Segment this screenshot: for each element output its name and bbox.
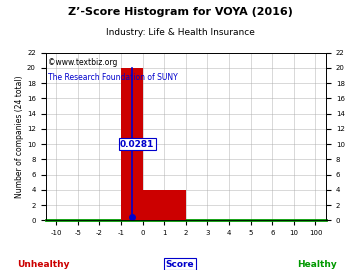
Text: Healthy: Healthy xyxy=(297,260,337,269)
Text: ©www.textbiz.org: ©www.textbiz.org xyxy=(48,58,118,67)
Bar xyxy=(143,190,186,220)
Bar xyxy=(121,68,143,220)
Text: Score: Score xyxy=(166,260,194,269)
Text: 0.0281: 0.0281 xyxy=(120,140,154,148)
Text: The Research Foundation of SUNY: The Research Foundation of SUNY xyxy=(48,73,178,82)
Text: Z’-Score Histogram for VOYA (2016): Z’-Score Histogram for VOYA (2016) xyxy=(68,7,292,17)
Text: Industry: Life & Health Insurance: Industry: Life & Health Insurance xyxy=(105,28,255,37)
Y-axis label: Number of companies (24 total): Number of companies (24 total) xyxy=(15,75,24,198)
Text: Unhealthy: Unhealthy xyxy=(17,260,69,269)
